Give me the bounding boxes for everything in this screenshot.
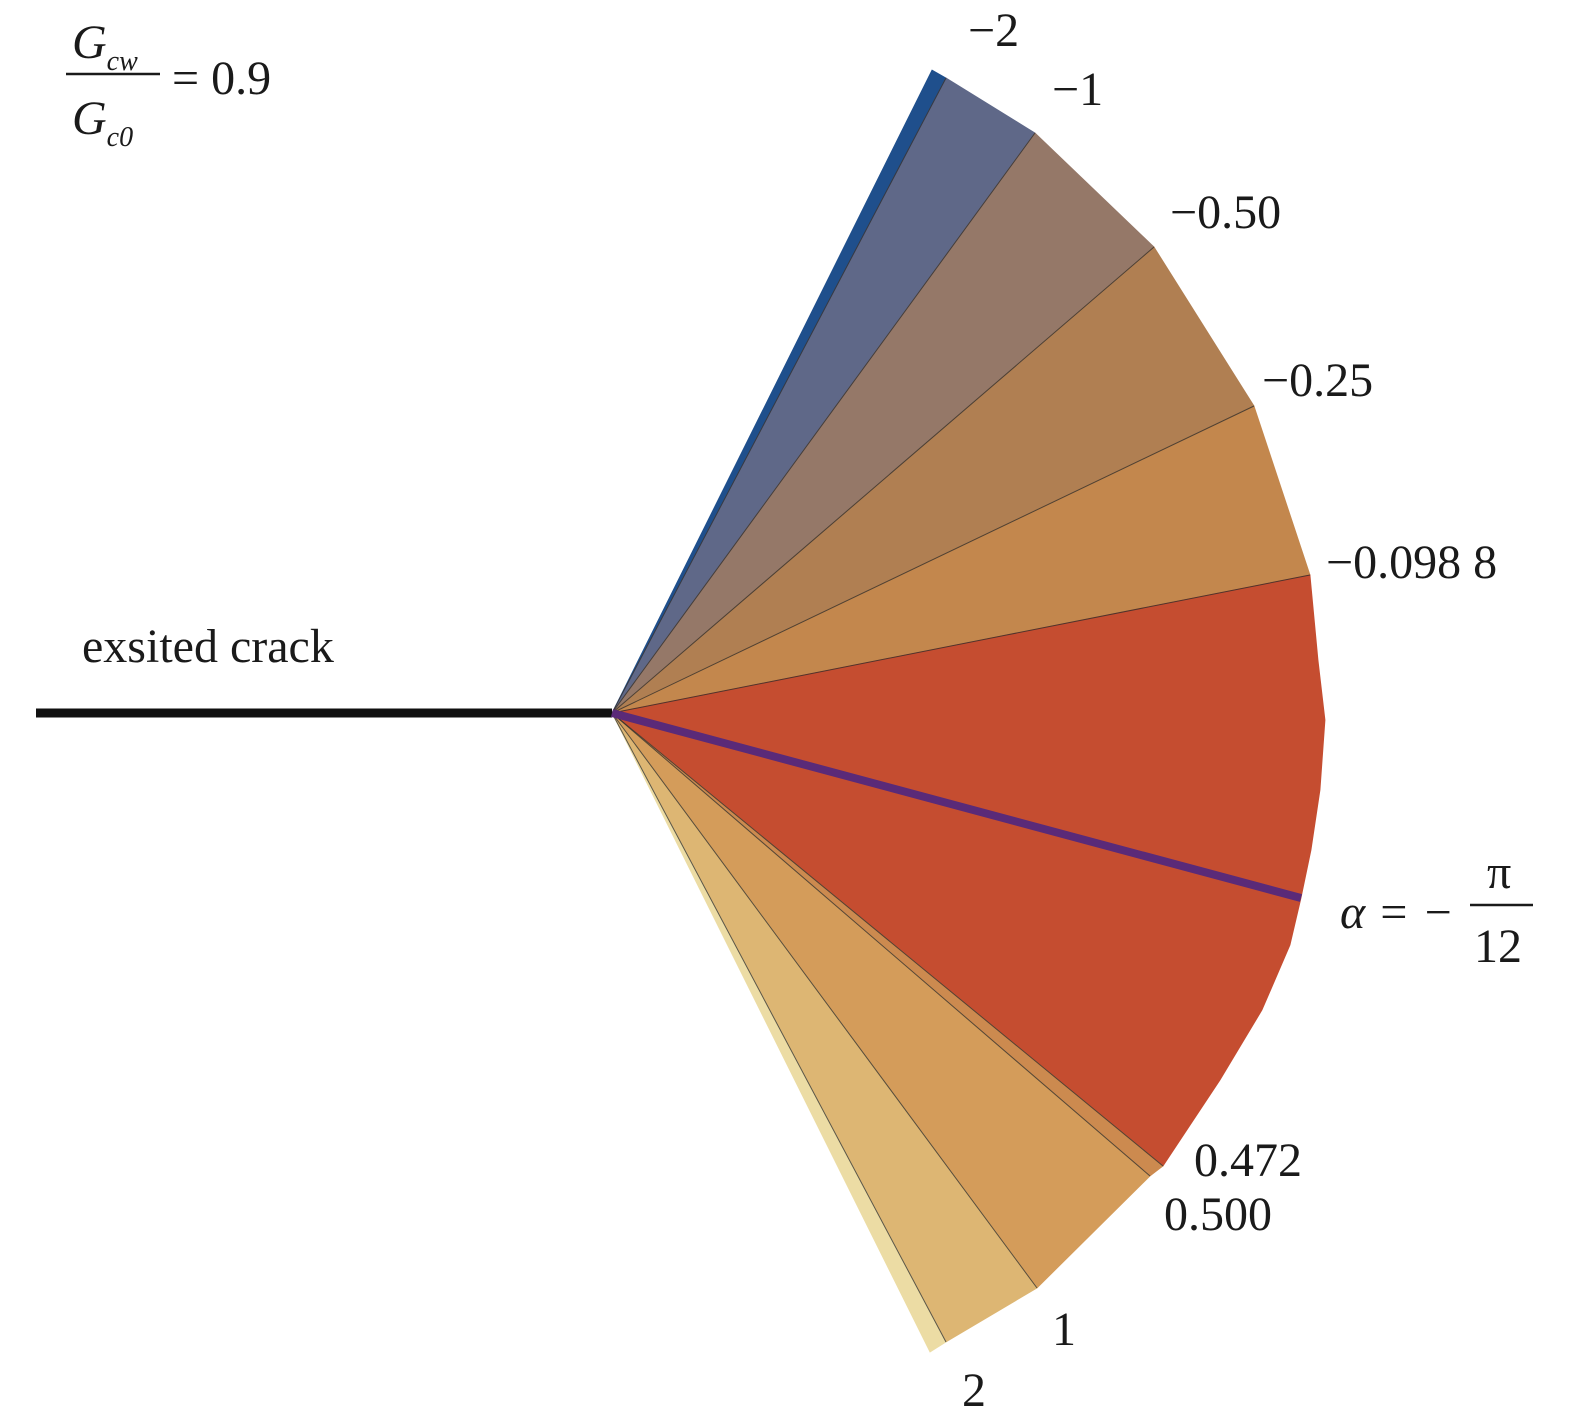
ratio-value: = 0.9	[172, 52, 271, 105]
ratio-numerator: Gcw	[72, 16, 138, 77]
alpha-direction-line	[610, 709, 1303, 902]
alpha-denominator: 12	[1474, 920, 1522, 973]
ratio-label: Gcw Gc0 = 0.9	[66, 16, 271, 153]
contour-label: 2	[962, 1364, 986, 1417]
sector-group	[611, 69, 1326, 1353]
contour-label: −2	[968, 4, 1019, 57]
contour-labels: −2 −1 −0.50 −0.25 −0.098 8 0.472 0.500 1…	[962, 4, 1497, 1417]
sector-s-main	[611, 574, 1326, 1167]
sector-boundary	[611, 712, 1151, 1177]
alpha-label: α = − π 12	[1340, 846, 1533, 973]
sector-boundary	[611, 712, 947, 1343]
sector-boundary	[611, 712, 1038, 1289]
crack-label: exsited crack	[82, 620, 334, 673]
boundary-group	[611, 77, 1311, 1343]
contour-label: −1	[1052, 63, 1103, 116]
alpha-numerator: π	[1487, 846, 1511, 899]
contour-label: 1	[1052, 1303, 1076, 1356]
sector-boundary	[611, 405, 1255, 714]
sector-boundary	[611, 132, 1036, 714]
sector-boundary	[611, 712, 1164, 1167]
alpha-lhs: α = −	[1340, 886, 1454, 939]
sector-boundary	[611, 77, 947, 714]
sector-boundary	[611, 246, 1155, 714]
sector-boundary	[611, 574, 1311, 714]
contour-label: −0.098 8	[1326, 536, 1497, 589]
ratio-denominator: Gc0	[72, 92, 133, 153]
contour-label: 0.472	[1194, 1134, 1302, 1187]
contour-label: 0.500	[1164, 1188, 1272, 1241]
contour-label: −0.50	[1170, 186, 1281, 239]
contour-label: −0.25	[1262, 354, 1373, 407]
